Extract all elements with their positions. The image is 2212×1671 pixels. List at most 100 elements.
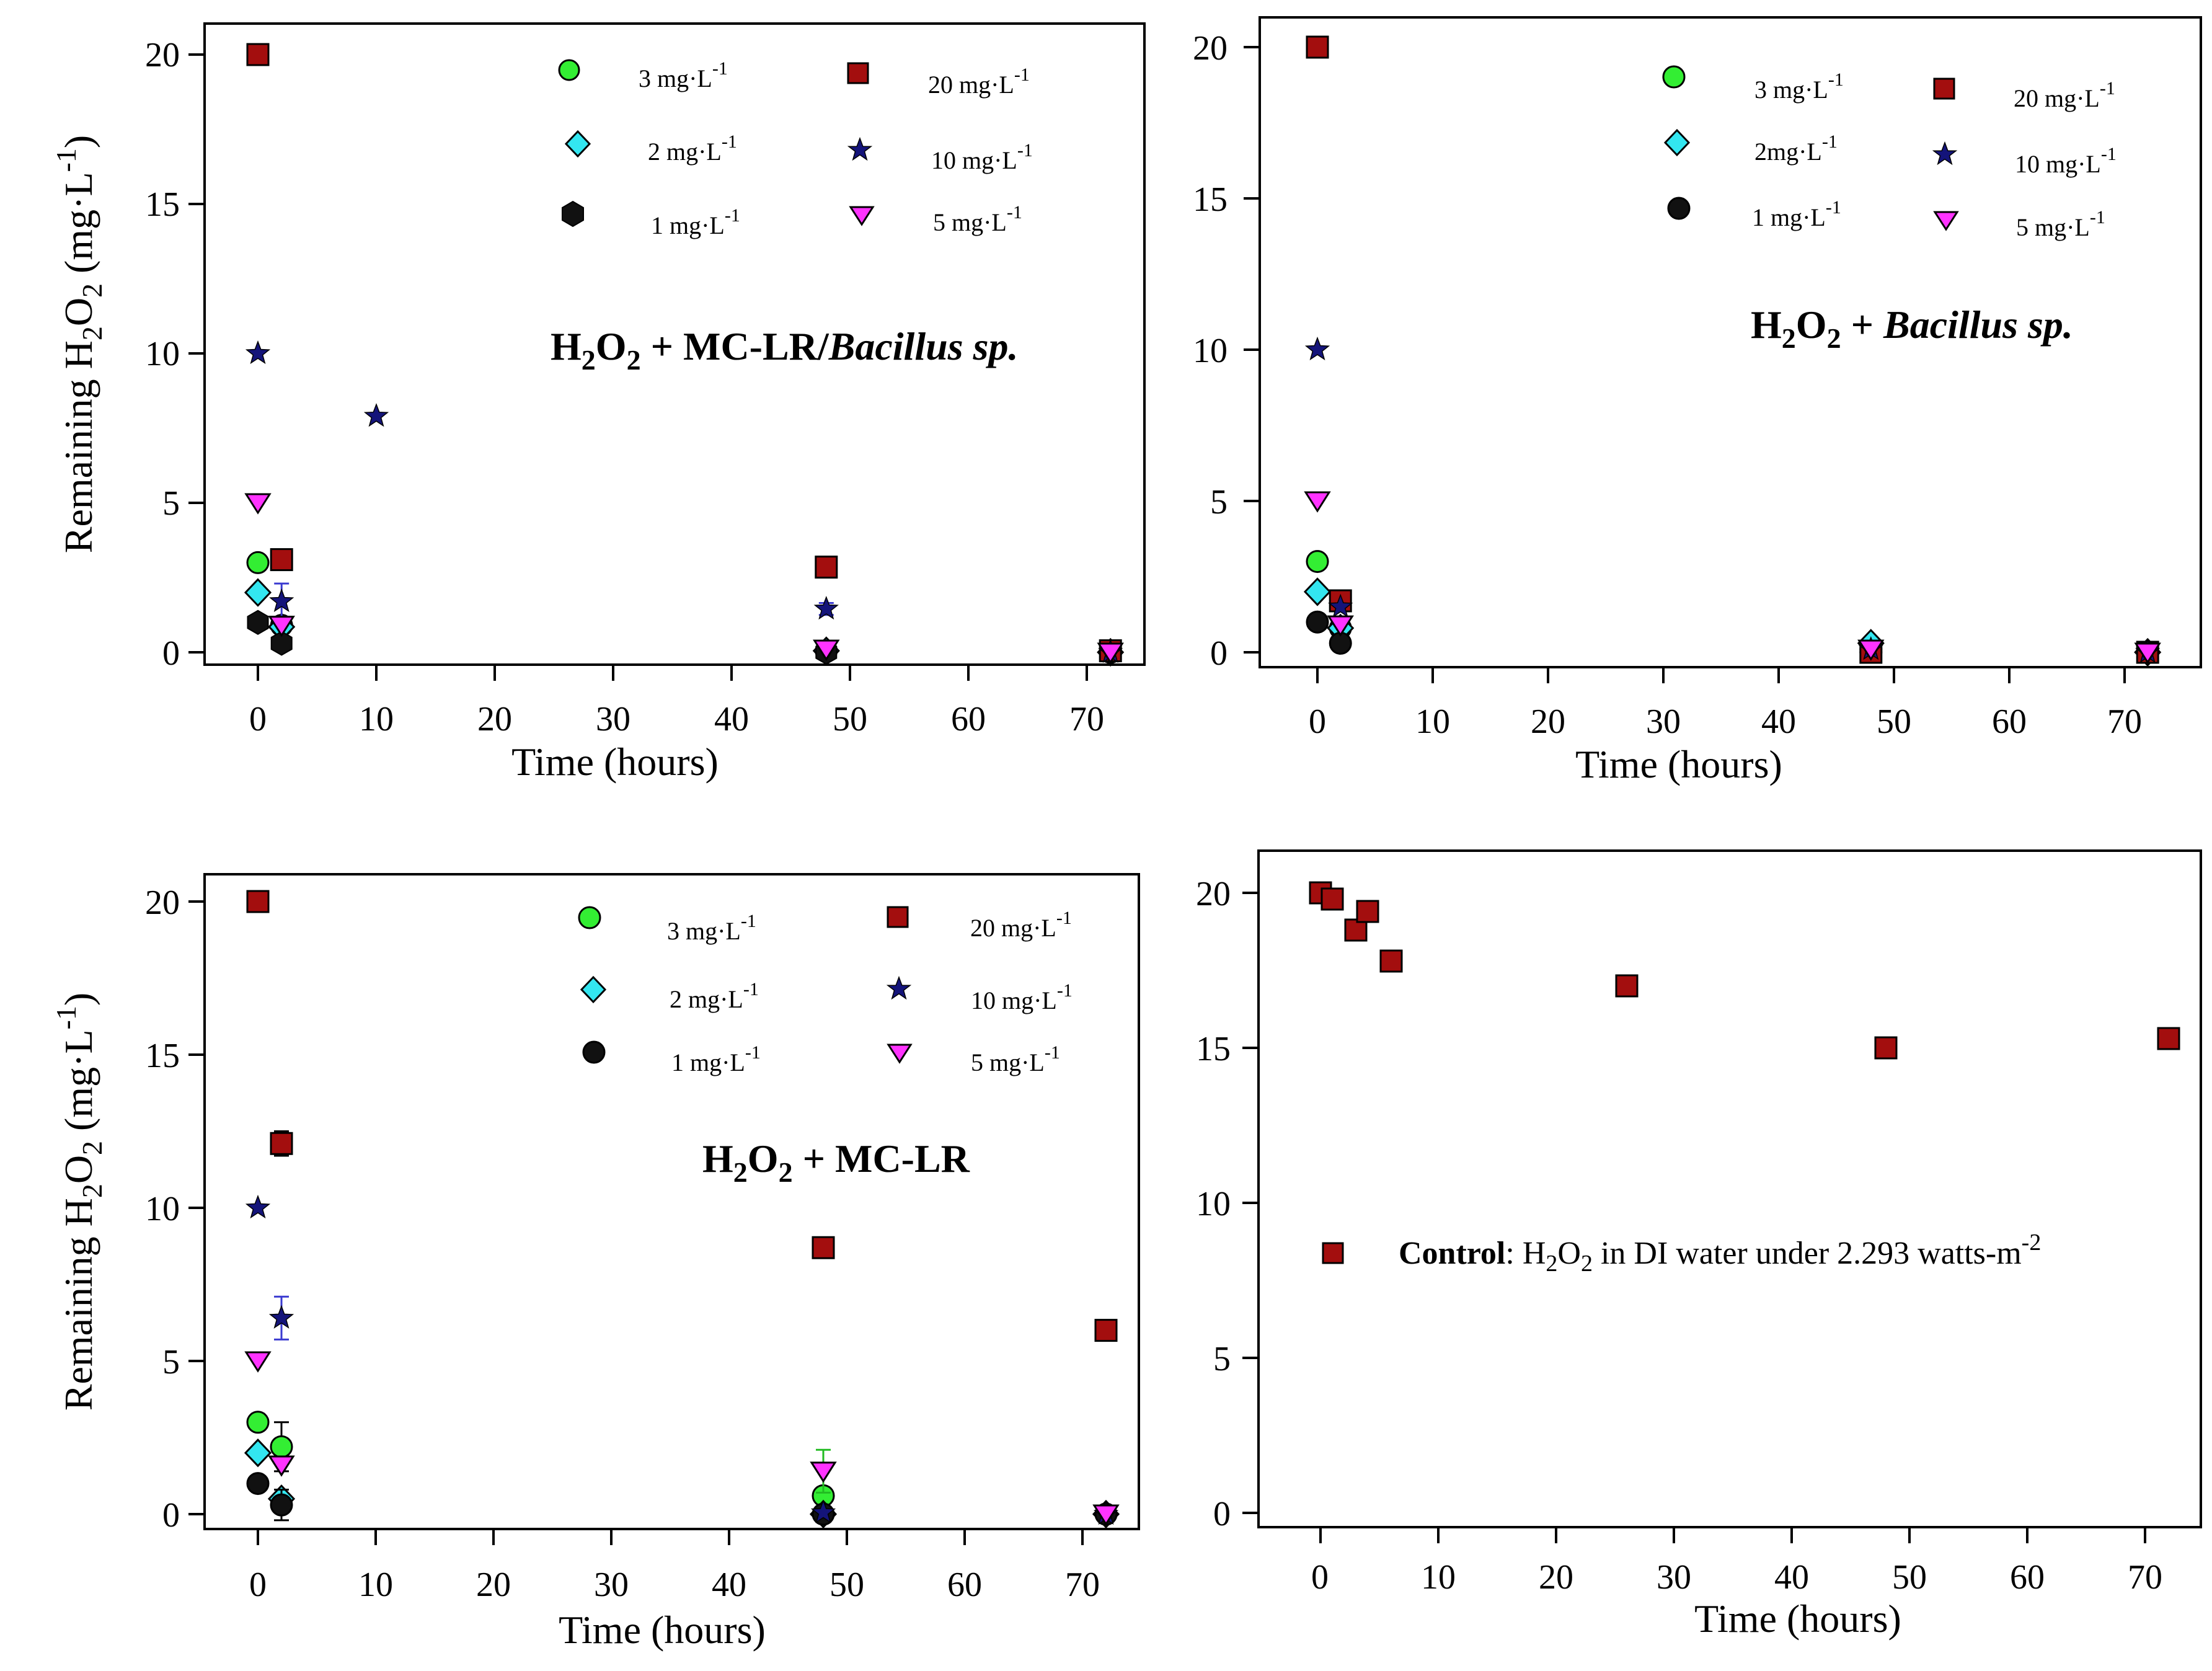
x-tick-label: 20 [477,700,512,738]
x-tick-label: 30 [1646,703,1681,741]
data-point [268,1455,295,1477]
legend-label: 20 mg·L-1 [928,64,1030,99]
data-point [246,551,270,574]
x-tick-label: 20 [476,1566,511,1604]
data-point [813,595,839,620]
y-tick-label: 15 [145,185,180,224]
legend-label: 2 mg·L-1 [648,131,737,166]
legend: Control: H2O2 in DI water under 2.293 wa… [1322,1230,2041,1277]
x-tick-label: 60 [951,700,986,738]
legend-marker [886,975,912,1000]
data-point [1304,491,1331,513]
plot-frame [203,22,1146,666]
data-point [270,1132,293,1155]
data-point [1356,900,1379,923]
x-tick-label: 0 [249,1566,267,1604]
data-marks [1309,881,2180,1060]
x-tick-label: 10 [358,1566,393,1604]
legend-label: 5 mg·L-1 [2016,207,2105,241]
x-tick-label: 60 [2010,1558,2045,1597]
x-tick-label: 20 [1531,703,1565,741]
y-tick-label: 20 [1193,29,1228,68]
y-tick-labels: 0 5 10 15 20 [1193,29,1228,673]
plot-frame [1257,849,2202,1528]
legend-label: 20 mg·L-1 [970,908,1072,942]
data-point [1857,639,1885,661]
x-axis-label: Time (hours) [1575,742,1782,786]
legend-entry-5mg: 5 mg·L-1 [1933,207,2105,241]
legend-label: 2mg·L-1 [1754,131,1838,166]
y-tick-label: 0 [1213,1495,1231,1533]
data-point [1874,1036,1898,1060]
data-point [1304,336,1330,361]
y-tick-label: 10 [1196,1185,1231,1223]
x-axis-label: Time (hours) [559,1608,766,1652]
legend-entry-10mg: 10 mg·L-1 [886,975,1073,1014]
data-point [245,340,271,365]
y-tick-label: 20 [1196,875,1231,913]
x-tick-label: 40 [712,1566,746,1604]
panel-bacillus: 0 5 10 15 20 0 10 20 30 40 50 60 70 Time [1193,16,2202,786]
data-point [2157,1027,2180,1050]
x-tick-label: 30 [596,700,630,738]
legend-label: 10 mg·L-1 [931,140,1033,174]
legend-entry-3mg: 3 mg·L-1 [1662,65,1844,104]
y-tick-label: 5 [162,484,180,523]
y-ticks [188,53,205,654]
y-tick-label: 0 [162,1496,180,1535]
x-tick-labels: 0 10 20 30 40 50 60 70 [1311,1558,2162,1597]
legend-marker [1322,1242,1344,1264]
legend-entry-1mg: 1 mg·L-1 [562,200,740,239]
data-point [1306,35,1329,59]
legend-marker [849,206,875,226]
legend-marker [1663,128,1691,157]
legend-entry-5mg: 5 mg·L-1 [849,202,1022,236]
x-tick-label: 50 [1892,1558,1927,1597]
x-ticks [257,1529,1084,1545]
legend-marker [1667,197,1691,220]
x-tick-label: 50 [1877,703,1911,741]
x-tick-label: 0 [1311,1558,1329,1597]
x-tick-label: 10 [1415,703,1450,741]
y-tick-label: 10 [145,1190,180,1228]
y-tick-label: 5 [1213,1340,1231,1378]
legend-entry-3mg: 3 mg·L-1 [578,906,756,945]
x-tick-label: 0 [249,700,267,738]
y-tick-label: 5 [1210,483,1228,521]
x-tick-label: 20 [1539,1558,1573,1597]
legend-label: 1 mg·L-1 [1752,197,1841,231]
legend-entry-20mg: 20 mg·L-1 [847,62,1030,99]
data-point [810,1499,836,1523]
data-point [1328,593,1353,618]
data-point [244,578,272,607]
y-tick-label: 15 [1193,180,1228,219]
x-tick-label: 40 [1761,703,1796,741]
legend-entry-2mg: 2 mg·L-1 [580,975,759,1013]
x-ticks [257,665,1088,681]
data-point [247,609,269,635]
x-tick-label: 10 [1421,1558,1456,1597]
data-point [810,1461,837,1483]
legend: 3 mg·L-1 2 mg·L-1 1 mg·L-1 20 mg·L-1 10 … [558,58,1033,239]
panel-mclr-bacillus: 0 5 10 15 20 0 10 20 30 40 50 60 70 Time [50,22,1146,784]
data-point [270,548,293,572]
panel-annotation: H2O2 + Bacillus sp. [1751,303,2073,354]
legend-label: 20 mg·L-1 [2014,78,2115,112]
data-marks [1303,35,2162,667]
x-axis-label: Time (hours) [511,740,719,784]
data-point [244,1438,272,1468]
legend-entry-10mg: 10 mg·L-1 [847,136,1033,174]
plot-frame [1259,16,2202,668]
legend-entry-1mg: 1 mg·L-1 [1667,197,1841,231]
x-tick-label: 50 [830,1566,864,1604]
x-ticks [1316,667,2126,683]
legend-label: 10 mg·L-1 [2015,144,2117,178]
x-tick-label: 10 [359,700,394,738]
data-point [244,493,272,515]
x-tick-label: 70 [2128,1558,2162,1597]
panel-annotation: H2O2 + MC-LR/Bacillus sp. [551,324,1019,376]
data-point [1321,887,1344,911]
data-point [1615,974,1639,998]
legend-entry-3mg: 3 mg·L-1 [558,58,728,92]
